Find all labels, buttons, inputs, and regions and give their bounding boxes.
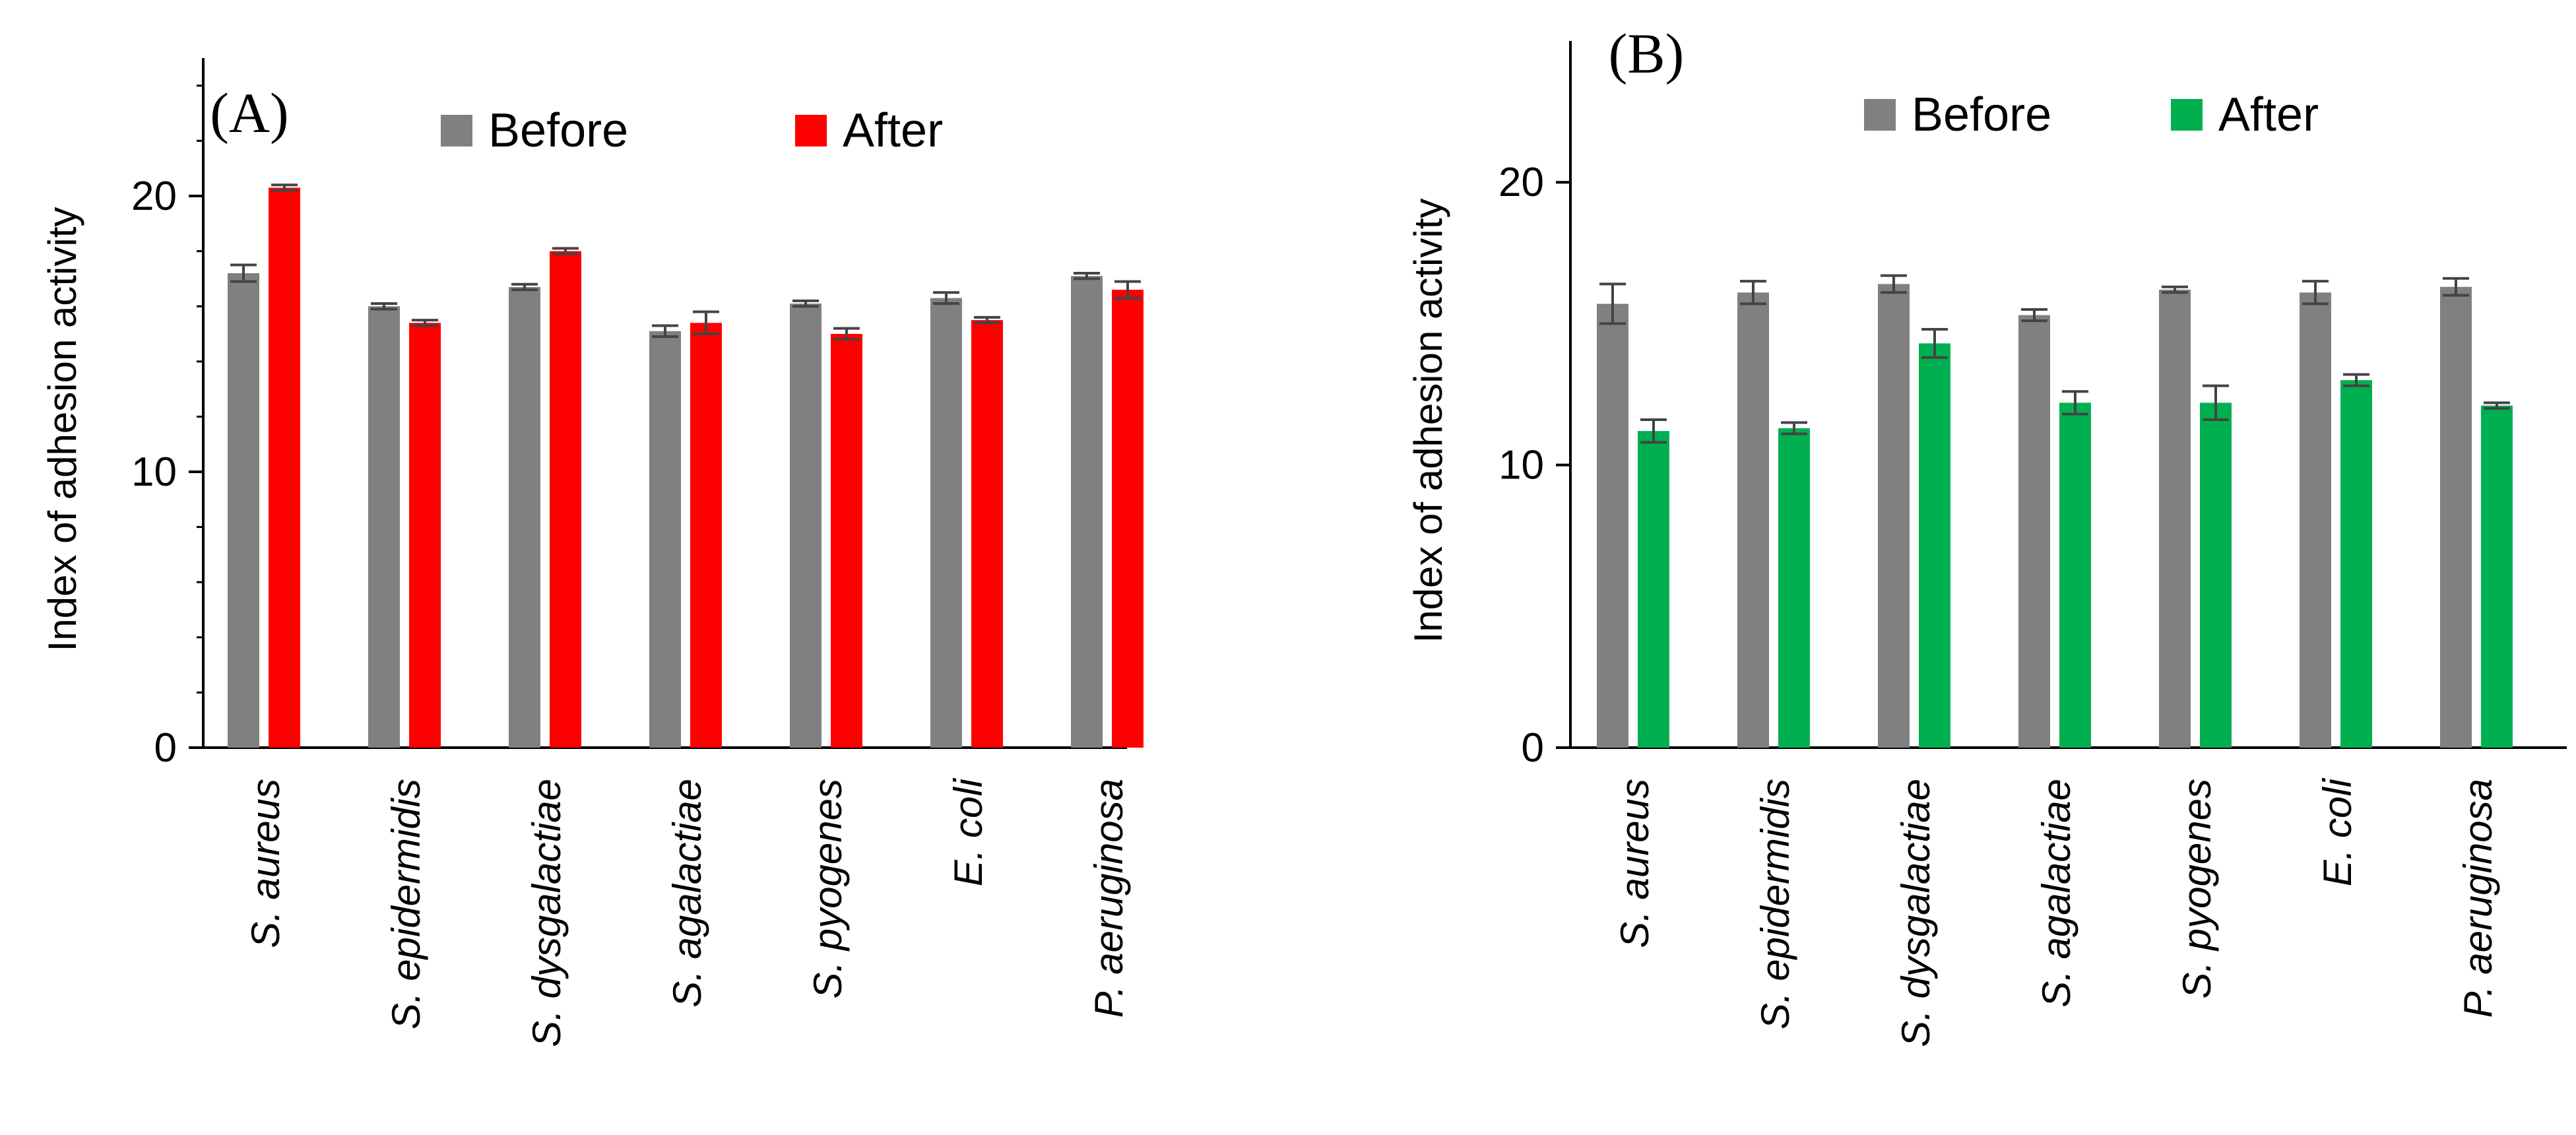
bar-after — [2340, 380, 2372, 748]
chart-panel-1: (A) 0 10 20 Index of adhesion activity Before… — [40, 58, 1143, 1047]
x-category-label: S. dysgalactiae — [1894, 779, 1938, 1047]
bar-after — [409, 323, 441, 748]
x-category-label: S. agalactiae — [665, 779, 709, 1008]
y-axis-title: Index of adhesion activity — [1406, 199, 1450, 643]
bar-before — [1597, 304, 1628, 748]
bar-after — [2200, 403, 2232, 748]
x-category-label: S. epidermidis — [384, 779, 428, 1029]
x-category-label: S. agalactiae — [2034, 779, 2078, 1008]
y-tick-label: 20 — [1498, 160, 1544, 205]
bar-before — [1878, 284, 1910, 748]
bar-after — [2481, 405, 2513, 748]
bar-after — [1638, 431, 1669, 748]
x-category-label: P. aeruginosa — [1087, 779, 1131, 1018]
bar-after — [1919, 343, 1950, 748]
legend-label-before: Before — [488, 104, 628, 157]
chart-panel-2: (B) 0 10 20 Index of adhesion activity Before… — [1406, 22, 2567, 1047]
y-tick-label: 0 — [154, 725, 177, 771]
bar-after — [971, 320, 1003, 748]
y-tick-label: 0 — [1522, 725, 1544, 771]
bar-before — [930, 298, 962, 748]
bar-after — [269, 187, 300, 748]
y-axis-title: Index of adhesion activity — [40, 207, 84, 652]
bar-before — [649, 331, 681, 748]
bar-after — [550, 251, 581, 748]
bar-after — [831, 334, 862, 748]
legend-swatch-before — [441, 115, 472, 146]
x-category-label: S. pyogenes — [806, 779, 850, 999]
bar-before — [790, 304, 821, 748]
bar-before — [2018, 315, 2050, 748]
legend-label-after: After — [2218, 88, 2319, 141]
bar-after — [1778, 428, 1810, 748]
bar-before — [509, 286, 540, 748]
bar-before — [1737, 292, 1769, 748]
x-category-label: E. coli — [946, 777, 990, 886]
bar-before — [368, 306, 400, 748]
bar-after — [2059, 403, 2091, 748]
bar-before — [228, 273, 259, 748]
legend-label-after: After — [843, 104, 943, 157]
bar-before — [2440, 286, 2472, 748]
bar-before — [1071, 276, 1103, 748]
bar-after — [690, 323, 722, 748]
x-category-label: S. aureus — [243, 779, 288, 948]
y-tick-label: 10 — [131, 449, 177, 495]
y-tick-label: 20 — [131, 174, 177, 219]
legend-swatch-after — [795, 115, 827, 146]
x-category-label: S. pyogenes — [2175, 779, 2219, 999]
panel-label: (B) — [1609, 22, 1685, 85]
bar-before — [2300, 292, 2331, 748]
legend-swatch-before — [1864, 99, 1896, 131]
x-category-label: E. coli — [2315, 777, 2360, 886]
panel-label: (A) — [210, 81, 288, 145]
x-category-label: S. epidermidis — [1753, 779, 1797, 1029]
x-category-label: P. aeruginosa — [2456, 779, 2500, 1018]
x-category-label: S. dysgalactiae — [525, 779, 569, 1047]
x-category-label: S. aureus — [1613, 779, 1657, 948]
legend-label-before: Before — [1912, 88, 2051, 141]
y-tick-label: 10 — [1498, 443, 1544, 488]
bar-after — [1112, 290, 1143, 748]
legend-swatch-after — [2171, 99, 2203, 131]
bar-before — [2159, 289, 2191, 748]
